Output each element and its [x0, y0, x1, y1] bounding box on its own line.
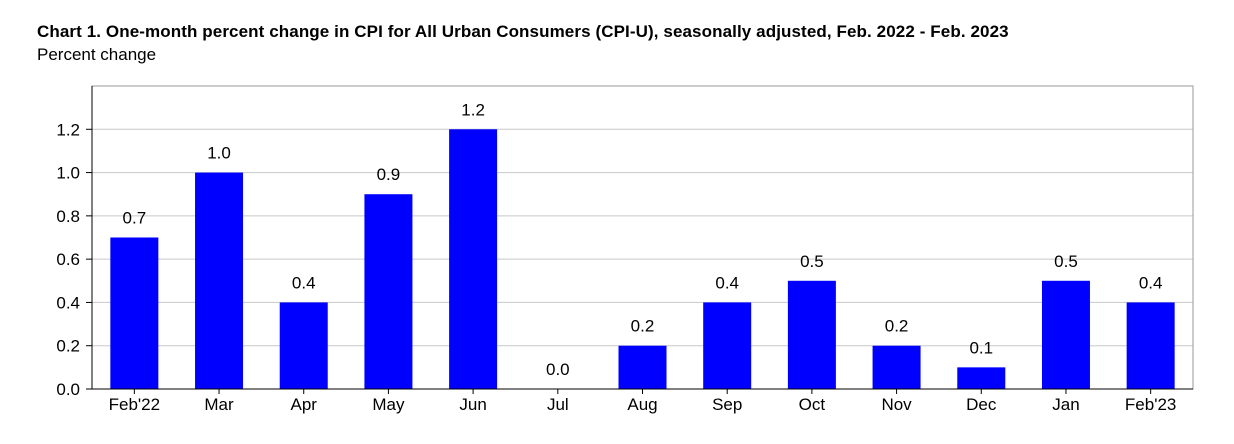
bar	[787, 280, 836, 389]
data-label: 0.9	[377, 165, 401, 184]
data-label: 0.0	[546, 360, 570, 379]
bar	[449, 129, 498, 390]
y-tick-label: 1.2	[56, 120, 80, 139]
gridlines	[92, 128, 1193, 347]
data-label: 0.1	[969, 338, 993, 357]
bar	[110, 237, 159, 389]
data-label: 0.4	[1139, 273, 1163, 292]
y-tick-label: 0.4	[56, 293, 80, 312]
bar	[703, 302, 752, 389]
x-tick-label: Jan	[1052, 395, 1079, 414]
data-label: 0.7	[123, 209, 147, 228]
data-label: 0.4	[715, 273, 739, 292]
x-tick-label: Mar	[204, 395, 234, 414]
bar	[1126, 302, 1175, 389]
y-axis-ticks: 0.0 0.2 0.4 0.6 0.8 1.0 1.2	[56, 86, 93, 399]
data-label: 1.0	[207, 144, 231, 163]
data-label: 0.4	[292, 273, 316, 292]
x-tick-label: Oct	[799, 395, 826, 414]
x-axis-ticks: Feb'22 Mar Apr May Jun Jul Aug Sep Oct Nov Dec Jan F…	[92, 388, 1193, 414]
data-label: 0.5	[800, 252, 824, 271]
y-tick-label: 0.2	[56, 337, 80, 356]
y-tick-label: 0.6	[56, 250, 80, 269]
chart-subtitle: Percent change	[37, 45, 157, 64]
y-tick-label: 0.8	[56, 207, 80, 226]
x-tick-label: May	[372, 395, 405, 414]
bars	[110, 129, 1175, 390]
chart-title: Chart 1. One-month percent change in CPI…	[37, 22, 1009, 41]
bar	[1041, 280, 1090, 389]
y-tick-label: 0.0	[56, 380, 80, 399]
bar	[618, 345, 667, 389]
x-tick-label: Feb'22	[109, 395, 160, 414]
y-tick-label: 1.0	[56, 164, 80, 183]
data-label: 0.2	[885, 317, 909, 336]
bar	[872, 345, 921, 389]
bar	[279, 302, 328, 389]
x-tick-label: Sep	[712, 395, 742, 414]
bar	[195, 172, 244, 389]
data-label: 1.2	[461, 100, 485, 119]
data-label: 0.5	[1054, 252, 1078, 271]
bar	[957, 367, 1006, 389]
data-label: 0.2	[631, 317, 655, 336]
data-labels: 0.7 1.0 0.4 0.9 1.2 0.0 0.2 0.4 0.5 0.2 0.1 0.5 0.4	[123, 100, 1163, 379]
x-tick-label: Aug	[627, 395, 657, 414]
x-tick-label: Nov	[881, 395, 912, 414]
plot-area-border	[91, 85, 1194, 390]
x-tick-label: Apr	[290, 395, 317, 414]
x-tick-label: Dec	[966, 395, 997, 414]
x-tick-label: Feb'23	[1125, 395, 1176, 414]
bar	[364, 194, 413, 389]
x-tick-label: Jun	[459, 395, 486, 414]
x-tick-label: Jul	[547, 395, 569, 414]
